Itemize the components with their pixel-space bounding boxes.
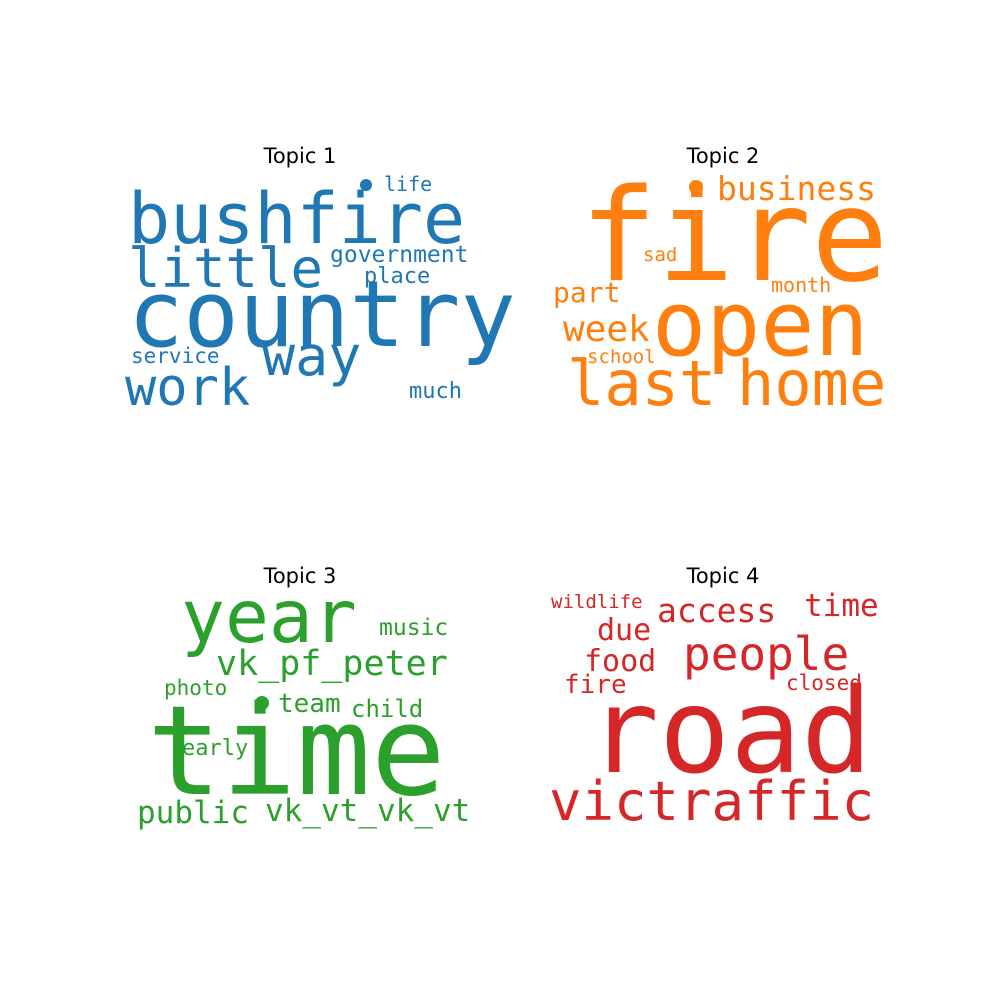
word-team: team <box>278 689 341 719</box>
word-early: early <box>182 736 248 761</box>
word-part: part <box>553 276 620 309</box>
word-food: food <box>584 644 656 679</box>
word-place: place <box>364 264 430 289</box>
word-school: school <box>587 346 656 368</box>
word-time: time <box>804 588 879 624</box>
topic-1-title: Topic 1 <box>263 144 337 168</box>
topic-3-title: Topic 3 <box>263 564 337 588</box>
word-government: government <box>330 242 468 268</box>
word-child: child <box>351 695 423 723</box>
word-fire: fire <box>580 162 888 311</box>
word-country: country <box>128 261 516 368</box>
word-wildlife: wildlife <box>551 591 643 613</box>
word-open: open <box>652 272 869 377</box>
word-victraffic: victraffic <box>549 770 874 833</box>
word-fire: fire <box>564 670 627 700</box>
word-sad: sad <box>643 244 677 266</box>
word-road: road <box>588 662 872 800</box>
word-vk-vt-vk-vt: vk_vt_vk_vt <box>265 793 470 829</box>
word-access: access <box>657 591 776 630</box>
word-way: way <box>262 324 361 388</box>
word-year: year <box>181 575 357 660</box>
word-due: due <box>597 613 651 648</box>
word-week: week <box>563 309 650 350</box>
word-last: last <box>567 347 716 420</box>
word-business: business <box>717 169 876 208</box>
topic-2-title: Topic 2 <box>686 144 760 168</box>
word-home: home <box>737 347 886 420</box>
word-much: much <box>409 379 462 404</box>
word-service: service <box>131 344 220 368</box>
word-dot-mark <box>360 179 372 191</box>
word-time: time <box>147 680 446 824</box>
word-life: life <box>384 172 432 196</box>
word-vk-pf-peter: vk_pf_peter <box>216 644 448 684</box>
word-public: public <box>137 795 249 831</box>
word-people: people <box>683 627 849 681</box>
word-month: month <box>771 273 831 297</box>
word-bushfire: bushfire <box>128 178 465 260</box>
word-dot-mark <box>689 180 703 194</box>
word-dot-mark <box>255 696 269 710</box>
word-little: little <box>128 237 323 300</box>
word-photo: photo <box>164 676 227 700</box>
word-music: music <box>379 615 448 641</box>
topic-4-title: Topic 4 <box>686 564 760 588</box>
word-work: work <box>125 358 250 418</box>
word-closed: closed <box>786 671 862 695</box>
